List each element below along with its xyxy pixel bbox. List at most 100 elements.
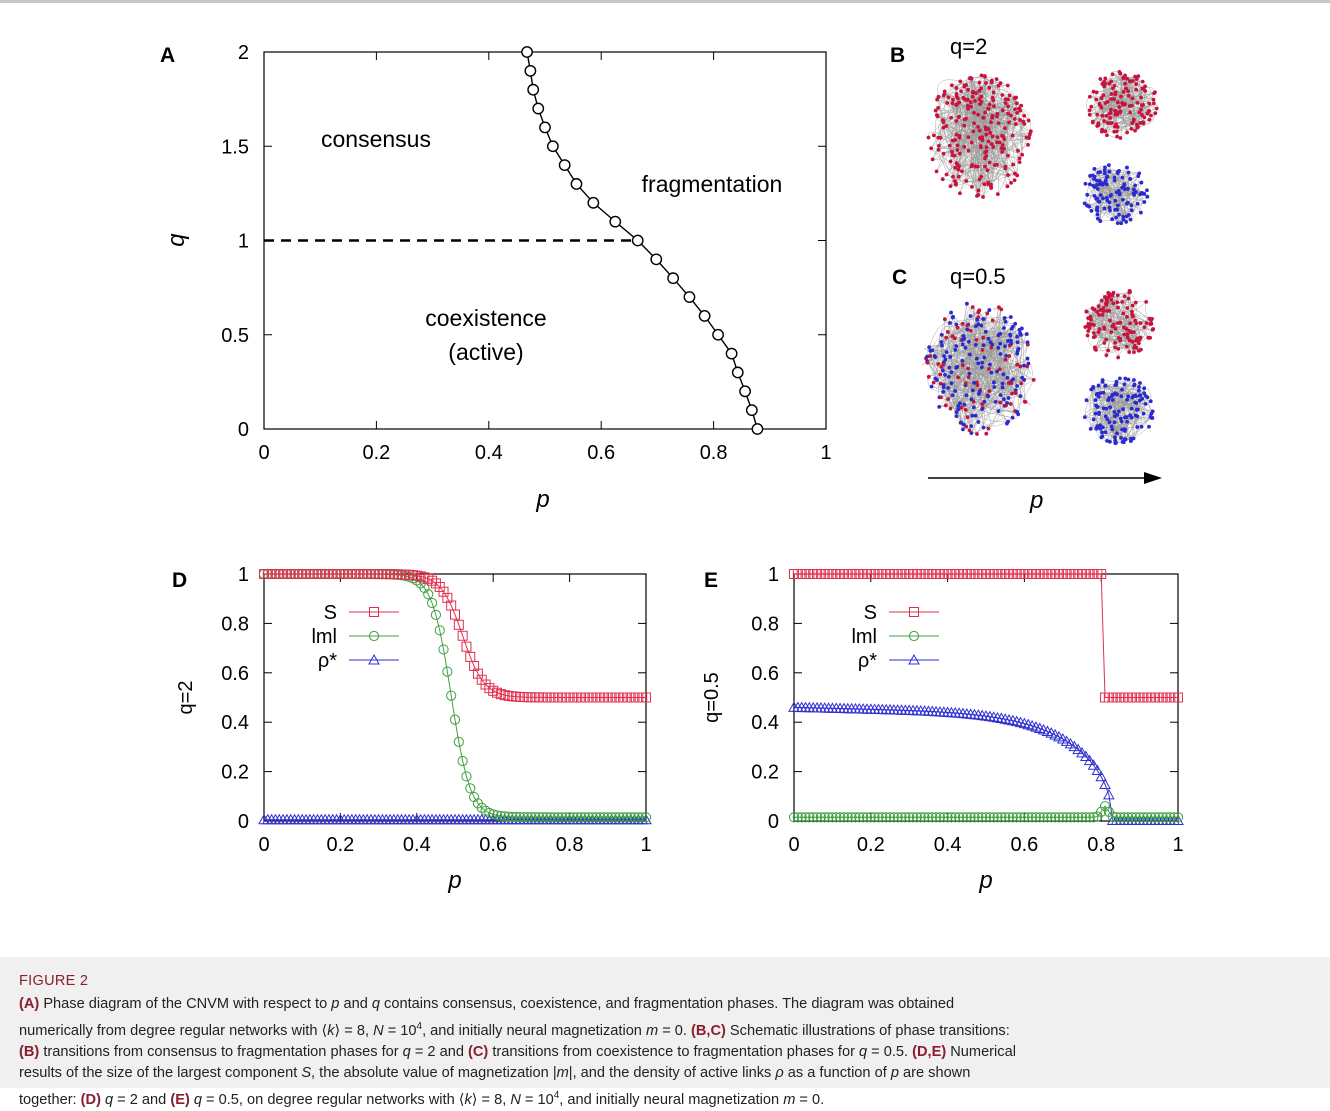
network-node (1114, 110, 1118, 114)
network-node (1121, 176, 1125, 180)
network-node (977, 189, 981, 193)
network-node (964, 179, 968, 183)
network-node (1007, 396, 1011, 400)
network-node (1120, 428, 1124, 432)
network-node (931, 158, 935, 162)
network-node (1004, 101, 1008, 105)
network-node (999, 393, 1003, 397)
network-node (1103, 295, 1107, 299)
network-node (1108, 206, 1112, 210)
phase-boundary-point (747, 405, 757, 415)
network-node (937, 148, 941, 152)
network-node (1011, 134, 1015, 138)
network-node (961, 322, 965, 326)
network-node (973, 99, 977, 103)
network-node (1105, 417, 1109, 421)
network-node (991, 318, 995, 322)
network-node (964, 117, 968, 121)
network-node (1125, 398, 1129, 402)
network-node (1084, 310, 1088, 314)
network-b-consensus (927, 73, 1033, 198)
network-node (1118, 111, 1122, 115)
figure-caption: (A) Phase diagram of the CNVM with respe… (19, 994, 1319, 1111)
network-node (947, 375, 951, 379)
network-node (1102, 119, 1106, 123)
network-node (966, 367, 970, 371)
network-node (984, 154, 988, 158)
panel-e-ytick-label: 0.4 (751, 712, 779, 734)
network-node (966, 104, 970, 108)
network-node (1114, 383, 1118, 387)
network-node (1108, 319, 1112, 323)
network-node (1126, 306, 1130, 310)
network-node (1015, 363, 1019, 367)
region-label-consensus: consensus (321, 126, 431, 152)
network-node (954, 181, 958, 185)
panel-a-ytick-label: 1.5 (221, 136, 249, 158)
network-node (976, 165, 980, 169)
network-node (1094, 197, 1098, 201)
network-node (958, 136, 962, 140)
network-node (1124, 86, 1128, 90)
network-node (1129, 218, 1133, 222)
network-node (1151, 410, 1155, 414)
network-node (1085, 204, 1089, 208)
network-node (1089, 318, 1093, 322)
network-node (942, 94, 946, 98)
network-node (1131, 96, 1135, 100)
panel-a-letter: A (160, 44, 175, 67)
network-node (1125, 131, 1129, 135)
network-node (956, 148, 960, 152)
panel-a-x-title: p (535, 486, 549, 513)
network-node (1118, 377, 1122, 381)
network-node (1015, 111, 1019, 115)
network-node (990, 142, 994, 146)
network-node (971, 305, 975, 309)
network-node (1103, 169, 1107, 173)
network-node (990, 343, 994, 347)
network-node (1001, 372, 1005, 376)
network-node (950, 381, 954, 385)
network-node (1002, 326, 1006, 330)
network-node (954, 119, 958, 123)
network-node (940, 333, 944, 337)
network-node (955, 410, 959, 414)
network-node (975, 357, 979, 361)
network-node (981, 336, 985, 340)
network-node (1139, 181, 1143, 185)
network-node (1019, 381, 1023, 385)
network-node (1107, 170, 1111, 174)
network-node (944, 124, 948, 128)
network-node (1145, 321, 1149, 325)
network-node (967, 375, 971, 379)
network-node (1142, 391, 1146, 395)
phase-boundary-point (525, 66, 535, 76)
network-node (1149, 399, 1153, 403)
network-node (933, 377, 937, 381)
network-node (975, 318, 979, 322)
network-node (991, 134, 995, 138)
network-node (970, 185, 974, 189)
network-node (961, 363, 965, 367)
network-node (1125, 315, 1129, 319)
network-node (1131, 304, 1135, 308)
network-node (1009, 402, 1013, 406)
network-node (1138, 337, 1142, 341)
network-node (971, 91, 975, 95)
network-node (1147, 102, 1151, 106)
network-node (1002, 397, 1006, 401)
network-node (1095, 206, 1099, 210)
network-node (927, 136, 931, 140)
network-node (948, 144, 952, 148)
network-node (1126, 187, 1130, 191)
network-node (976, 125, 980, 129)
network-node (1007, 354, 1011, 358)
network-node (975, 338, 979, 342)
network-node (1000, 134, 1004, 138)
network-node (1135, 425, 1139, 429)
network-node (1105, 175, 1109, 179)
network-node (1020, 153, 1024, 157)
network-node (1104, 179, 1108, 183)
network-node (1095, 183, 1099, 187)
network-node (1119, 95, 1123, 99)
